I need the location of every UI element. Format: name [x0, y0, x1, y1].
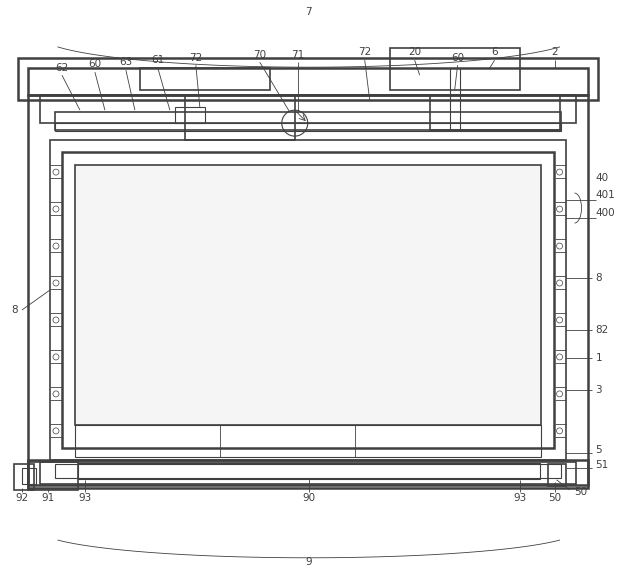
Text: 93: 93	[79, 493, 92, 503]
Text: 40: 40	[595, 173, 608, 183]
Text: 90: 90	[302, 493, 315, 503]
Text: 2: 2	[552, 47, 558, 57]
Bar	[75, 425, 540, 457]
Text: 82: 82	[595, 325, 608, 335]
Bar	[140, 68, 270, 90]
Text: 91: 91	[41, 493, 54, 503]
Bar	[22, 468, 36, 484]
Text: 6: 6	[491, 47, 498, 57]
Text: 9: 9	[305, 557, 312, 567]
Text: 401: 401	[595, 190, 615, 200]
Bar	[28, 460, 587, 488]
Text: 63: 63	[119, 57, 132, 67]
Text: 61: 61	[151, 55, 165, 65]
Bar	[78, 463, 540, 479]
Text: 70: 70	[253, 50, 266, 60]
Bar	[430, 95, 560, 130]
Text: 50: 50	[574, 487, 587, 497]
Bar	[185, 95, 295, 140]
Text: 92: 92	[15, 493, 28, 503]
Text: 60: 60	[451, 53, 464, 63]
Bar	[55, 112, 561, 130]
Bar	[50, 140, 566, 460]
Bar	[18, 58, 597, 100]
Bar	[28, 68, 587, 95]
Text: 71: 71	[291, 50, 305, 60]
Text: 72: 72	[189, 53, 202, 63]
Text: 3: 3	[595, 385, 602, 395]
Text: 8: 8	[12, 305, 19, 315]
Text: 72: 72	[358, 47, 371, 57]
Text: 62: 62	[55, 63, 69, 73]
Bar	[175, 107, 205, 123]
Bar	[75, 165, 540, 425]
Text: 400: 400	[595, 208, 615, 218]
Bar	[28, 95, 587, 485]
Bar	[55, 464, 561, 478]
Bar	[28, 462, 78, 490]
Bar	[55, 123, 561, 131]
Text: 20: 20	[408, 47, 422, 57]
Text: 51: 51	[595, 460, 608, 470]
Text: 50: 50	[548, 493, 561, 503]
Bar	[40, 95, 576, 123]
Text: 93: 93	[513, 493, 526, 503]
Bar	[14, 464, 34, 490]
Text: 1: 1	[595, 353, 602, 363]
Text: 60: 60	[89, 59, 102, 69]
Text: 8: 8	[595, 273, 602, 283]
Bar	[390, 48, 519, 90]
Bar	[40, 462, 576, 484]
Bar	[62, 152, 553, 448]
Bar	[548, 464, 566, 486]
Text: 5: 5	[595, 445, 602, 455]
Text: 7: 7	[305, 7, 312, 17]
